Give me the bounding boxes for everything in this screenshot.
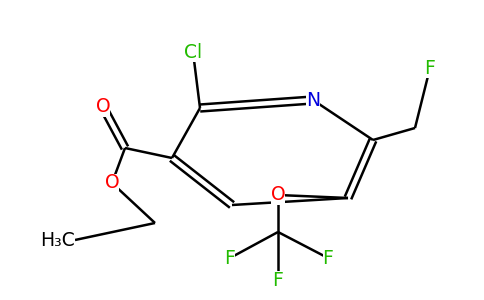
Text: O: O [96, 98, 110, 116]
Text: F: F [322, 248, 333, 268]
Text: F: F [272, 271, 284, 290]
Text: F: F [225, 248, 235, 268]
Text: F: F [424, 58, 436, 77]
Text: N: N [306, 91, 320, 110]
Text: O: O [105, 173, 120, 193]
Text: H₃C: H₃C [40, 230, 75, 250]
Text: O: O [271, 185, 285, 205]
Text: Cl: Cl [184, 43, 202, 61]
